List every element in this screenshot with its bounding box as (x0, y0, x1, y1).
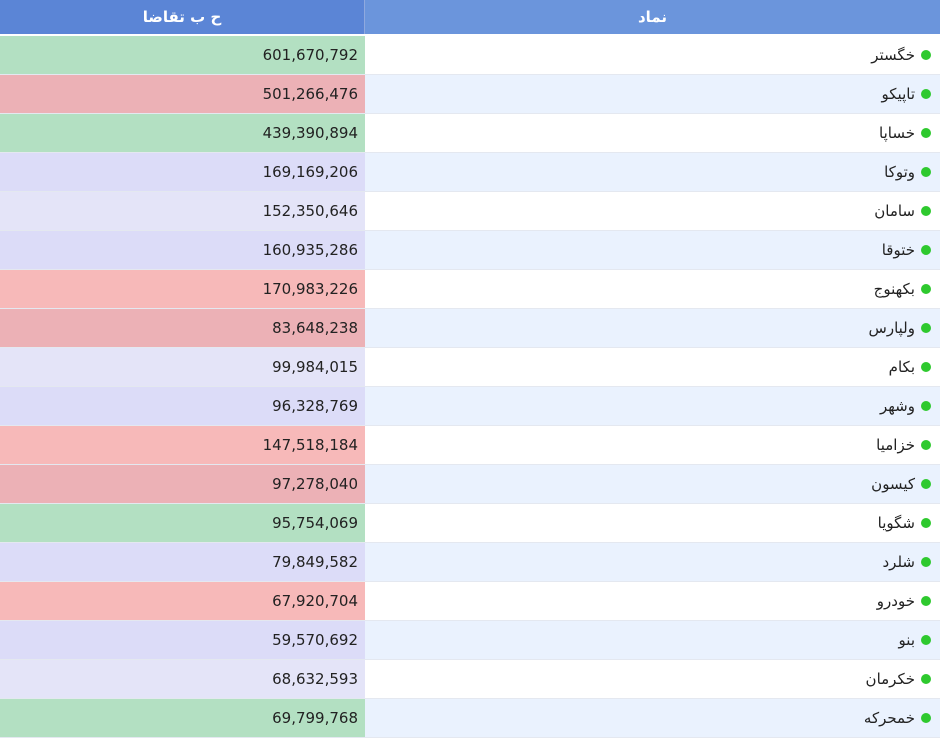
status-dot-icon (921, 323, 931, 333)
table-header: ح ب تقاضا نماد (0, 0, 940, 34)
symbol-cell[interactable]: بکام (365, 348, 940, 386)
demand-value-cell: 152,350,646 (0, 192, 365, 230)
demand-value-cell: 68,632,593 (0, 660, 365, 698)
status-dot-icon (921, 89, 931, 99)
symbol-cell[interactable]: وشهر (365, 387, 940, 425)
demand-value-cell: 95,754,069 (0, 504, 365, 542)
status-dot-icon (921, 167, 931, 177)
status-dot-icon (921, 479, 931, 489)
table-row[interactable]: 68,632,593 خکرمان (0, 660, 940, 699)
table-row[interactable]: 601,670,792 خگستر (0, 36, 940, 75)
status-dot-icon (921, 635, 931, 645)
symbol-cell[interactable]: خودرو (365, 582, 940, 620)
status-dot-icon (921, 50, 931, 60)
symbol-name[interactable]: کیسون (871, 475, 915, 493)
table-row[interactable]: 96,328,769 وشهر (0, 387, 940, 426)
demand-value-cell: 96,328,769 (0, 387, 365, 425)
table-row[interactable]: 152,350,646 سامان (0, 192, 940, 231)
demand-value-cell: 99,984,015 (0, 348, 365, 386)
symbol-cell[interactable]: بکهنوج (365, 270, 940, 308)
symbol-cell[interactable]: خمحرکه (365, 699, 940, 737)
status-dot-icon (921, 596, 931, 606)
status-dot-icon (921, 674, 931, 684)
demand-value-cell: 147,518,184 (0, 426, 365, 464)
status-dot-icon (921, 245, 931, 255)
symbol-name[interactable]: شلرد (882, 553, 916, 571)
demand-value-cell: 170,983,226 (0, 270, 365, 308)
demand-value-cell: 79,849,582 (0, 543, 365, 581)
demand-value-cell: 160,935,286 (0, 231, 365, 269)
table-row[interactable]: 160,935,286 ختوقا (0, 231, 940, 270)
symbol-cell[interactable]: ولپارس (365, 309, 940, 347)
demand-value-cell: 67,920,704 (0, 582, 365, 620)
table-row[interactable]: 59,570,692 بنو (0, 621, 940, 660)
table-row[interactable]: 169,169,206 وتوکا (0, 153, 940, 192)
symbol-name[interactable]: ختوقا (881, 241, 915, 259)
demand-value-cell: 169,169,206 (0, 153, 365, 191)
demand-value-cell: 83,648,238 (0, 309, 365, 347)
demand-value-cell: 59,570,692 (0, 621, 365, 659)
value-column-header[interactable]: ح ب تقاضا (0, 0, 365, 34)
table-body: 601,670,792 خگستر 501,266,476 تاپیکو 439,390… (0, 36, 940, 738)
status-dot-icon (921, 557, 931, 567)
table-row[interactable]: 99,984,015 بکام (0, 348, 940, 387)
table-row[interactable]: 69,799,768 خمحرکه (0, 699, 940, 738)
symbol-name[interactable]: تاپیکو (881, 85, 915, 103)
demand-value-cell: 97,278,040 (0, 465, 365, 503)
table-row[interactable]: 67,920,704 خودرو (0, 582, 940, 621)
table-row[interactable]: 147,518,184 خزامیا (0, 426, 940, 465)
symbol-cell[interactable]: خساپا (365, 114, 940, 152)
table-row[interactable]: 95,754,069 شگویا (0, 504, 940, 543)
symbol-cell[interactable]: سامان (365, 192, 940, 230)
demand-value-cell: 501,266,476 (0, 75, 365, 113)
symbol-name[interactable]: خساپا (879, 124, 915, 142)
table-row[interactable]: 439,390,894 خساپا (0, 114, 940, 153)
status-dot-icon (921, 401, 931, 411)
symbol-cell[interactable]: خگستر (365, 36, 940, 74)
symbol-cell[interactable]: خکرمان (365, 660, 940, 698)
symbol-cell[interactable]: تاپیکو (365, 75, 940, 113)
symbol-cell[interactable]: کیسون (365, 465, 940, 503)
status-dot-icon (921, 518, 931, 528)
demand-value-cell: 601,670,792 (0, 36, 365, 74)
demand-value-cell: 69,799,768 (0, 699, 365, 737)
symbol-name[interactable]: شگویا (877, 514, 915, 532)
table-row[interactable]: 83,648,238 ولپارس (0, 309, 940, 348)
symbol-name[interactable]: بنو (898, 631, 915, 649)
status-dot-icon (921, 440, 931, 450)
symbol-cell[interactable]: شلرد (365, 543, 940, 581)
status-dot-icon (921, 362, 931, 372)
symbol-name[interactable]: خکرمان (865, 670, 915, 688)
table-row[interactable]: 170,983,226 بکهنوج (0, 270, 940, 309)
status-dot-icon (921, 128, 931, 138)
symbol-name[interactable]: وتوکا (884, 163, 915, 181)
status-dot-icon (921, 713, 931, 723)
symbol-name[interactable]: سامان (874, 202, 915, 220)
demand-value-cell: 439,390,894 (0, 114, 365, 152)
symbol-name[interactable]: خمحرکه (863, 709, 915, 727)
status-dot-icon (921, 284, 931, 294)
symbol-cell[interactable]: شگویا (365, 504, 940, 542)
symbol-cell[interactable]: ختوقا (365, 231, 940, 269)
symbol-name[interactable]: خزامیا (876, 436, 915, 454)
symbol-name[interactable]: بکام (888, 358, 915, 376)
symbol-cell[interactable]: وتوکا (365, 153, 940, 191)
symbol-name[interactable]: وشهر (879, 397, 915, 415)
symbol-name[interactable]: بکهنوج (873, 280, 915, 298)
status-dot-icon (921, 206, 931, 216)
symbol-cell[interactable]: بنو (365, 621, 940, 659)
symbol-column-header[interactable]: نماد (365, 0, 940, 34)
symbol-name[interactable]: خودرو (876, 592, 915, 610)
symbol-name[interactable]: ولپارس (868, 319, 915, 337)
table-row[interactable]: 79,849,582 شلرد (0, 543, 940, 582)
symbol-cell[interactable]: خزامیا (365, 426, 940, 464)
symbol-name[interactable]: خگستر (871, 46, 915, 64)
table-row[interactable]: 501,266,476 تاپیکو (0, 75, 940, 114)
table-row[interactable]: 97,278,040 کیسون (0, 465, 940, 504)
